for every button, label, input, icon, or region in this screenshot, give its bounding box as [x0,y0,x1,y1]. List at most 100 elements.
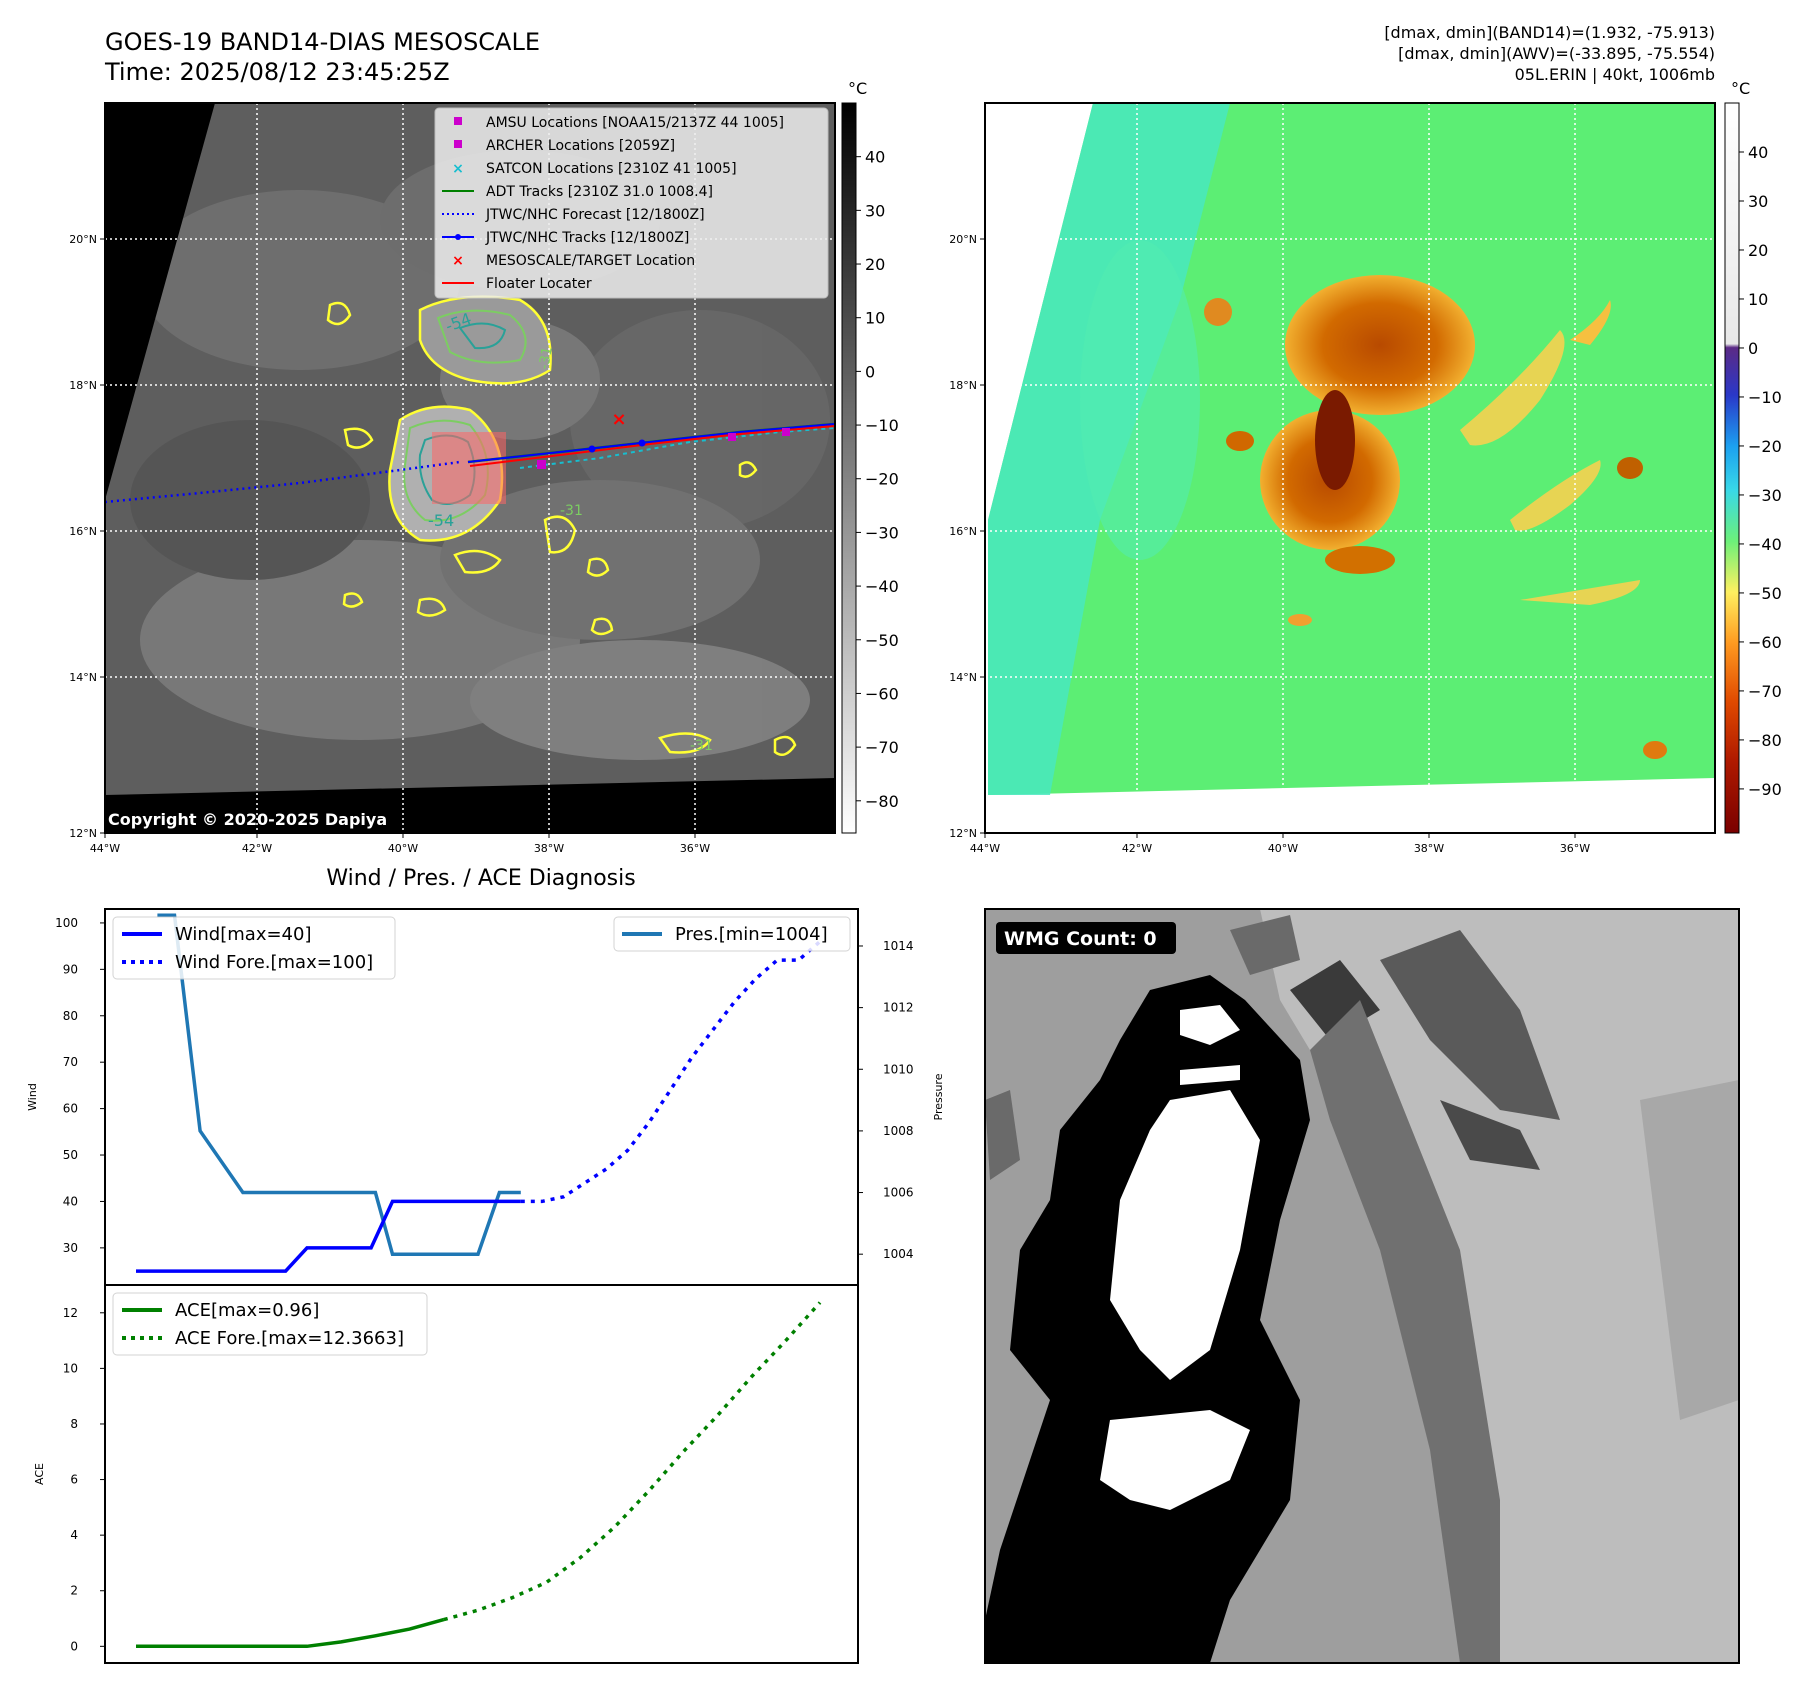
satcon-track [519,427,835,469]
lat-label: 14°N [69,671,97,684]
lon-label: 44°W [970,842,1000,855]
ir-colorbar [841,102,857,834]
ir-nodata-left [105,103,215,500]
nhc-track-point [588,445,596,453]
pressure-legend: Pres.[min=1004] [613,916,851,952]
lon-label: 44°W [90,842,120,855]
colorbar-tick-label: −60 [1748,633,1782,652]
nhc-track-point [638,439,646,447]
diagnosis-panel: Wind / Pres. / ACE Diagnosis Wind Pressu… [26,866,945,1664]
colorbar-tick-label: −10 [865,416,899,435]
y-tick-label: 1004 [883,1247,914,1261]
ace-axis-label: ACE [33,1463,46,1485]
wmg-texture [985,909,1739,1663]
copyright-text: Copyright © 2020-2025 Dapiya [108,810,387,829]
colorbar-tick-label: 40 [1748,143,1768,162]
colorbar-tick-label: −80 [865,792,899,811]
ace-series [136,1301,822,1649]
colorbar-tick-label: 10 [1748,290,1768,309]
wind-legend-item: Wind Fore.[max=100] [175,952,373,973]
legend-satcon-symbol: × [452,161,464,177]
wind-series [136,940,822,1273]
pressure-axis-label: Pressure [932,1073,945,1120]
colorbar-tick-label: −10 [1748,388,1782,407]
ir-colorbar-ticks: 40 30 20 10 0 −10 −20 −30 −40 −50 −60 −70 −80 [856,148,899,811]
ir-nodata-bottom [105,778,835,833]
ir-legend: AMSU Locations [NOAA15/2137Z 44 1005] AR… [434,107,829,299]
colorbar-tick-label: −50 [865,631,899,650]
legend-item: ARCHER Locations [2059Z] [486,138,675,154]
y-tick-label: 8 [70,1417,78,1431]
lat-label: 12°N [949,827,977,840]
lon-label: 42°W [1122,842,1152,855]
amsu-location-marker [728,433,736,441]
y-tick-label: 40 [63,1194,78,1208]
wmg-frame [984,908,1740,1664]
lat-label: 18°N [949,379,977,392]
dmax-awv: [dmax, dmin](AWV)=(-33.895, -75.554) [1398,44,1715,63]
lon-label: 40°W [388,842,418,855]
colorbar-tick-label: −20 [865,470,899,489]
lat-label: 14°N [949,671,977,684]
colorbar-tick-label: −30 [1748,486,1782,505]
colorbar-tick-label: 30 [1748,192,1768,211]
colorbar-tick-label: 0 [1748,339,1758,358]
colorbar-tick-label: −40 [1748,535,1782,554]
y-tick-label: 4 [70,1528,78,1542]
wmg-count-label: WMG Count: 0 [1004,928,1157,950]
legend-item: SATCON Locations [2310Z 41 1005] [486,161,737,177]
y-tick-label: 1008 [883,1124,914,1138]
legend-nhc-dot [455,234,461,240]
dmax-band14: [dmax, dmin](BAND14)=(1.932, -75.913) [1384,23,1715,42]
y-tick-label: 100 [55,916,78,930]
ace-legend-box [112,1292,428,1356]
awv-colorbar [1724,102,1740,834]
storm-info: 05L.ERIN | 40kt, 1006mb [1515,65,1715,84]
ir-map-frame [104,102,836,834]
lat-label: 16°N [949,525,977,538]
colorbar-tick-label: 30 [865,201,885,220]
y-tick-label: 10 [63,1361,78,1375]
lon-label: 42°W [242,842,272,855]
colorbar-tick-label: 10 [865,309,885,328]
y-tick-label: 30 [63,1241,78,1255]
y-tick-label: 70 [63,1055,78,1069]
wmg-panel: WMG Count: 0 [984,908,1740,1664]
colorbar-tick-label: −30 [865,523,899,542]
lon-label: 38°W [534,842,564,855]
y-tick-label: 50 [63,1148,78,1162]
legend-target-symbol: × [452,253,464,269]
lat-label: 12°N [69,827,97,840]
lat-label: 18°N [69,379,97,392]
awv-colorbar-unit: °C [1731,79,1750,98]
contour-label: -54 [428,511,454,530]
legend-item: ADT Tracks [2310Z 31.0 1008.4] [486,184,713,200]
wind-y-ticks: 30 40 50 60 70 80 90 100 [55,916,105,1255]
ace-y-ticks: 0 2 4 6 8 10 12 [63,1306,105,1653]
ace-legend-item: ACE Fore.[max=12.3663] [175,1328,404,1349]
contour-label: -31 [560,503,583,519]
wind-legend: Wind[max=40] Wind Fore.[max=100] [112,916,396,980]
lon-label: 38°W [1414,842,1444,855]
series-line [136,1199,521,1273]
series-line [136,1617,445,1649]
colorbar-tick-label: −50 [1748,584,1782,603]
colorbar-tick-label: 20 [1748,241,1768,260]
wind-legend-box [112,916,396,980]
colorbar-tick-label: −60 [865,684,899,703]
target-location-marker: × [611,409,626,430]
awv-map-grid [985,103,1715,833]
colorbar-tick-label: −70 [1748,682,1782,701]
legend-item: Floater Locater [486,276,592,292]
wind-axis-label: Wind [26,1083,39,1111]
figure-title: GOES-19 BAND14-DIAS MESOSCALE [105,28,540,56]
awv-colorbar-ticks: 40 30 20 10 0 −10 −20 −30 −40 −50 −60 −70 −80 −90 [1739,143,1782,799]
colorbar-tick-label: −70 [865,738,899,757]
wmg-cold-cloud [985,975,1310,1663]
y-tick-label: 2 [70,1584,78,1598]
ace-legend: ACE[max=0.96] ACE Fore.[max=12.3663] [112,1292,428,1356]
pressure-legend-box [613,916,851,952]
ir-lon-labels: 44°W 42°W 40°W 38°W 36°W [90,833,710,855]
ir-colorbar-unit: °C [848,79,867,98]
